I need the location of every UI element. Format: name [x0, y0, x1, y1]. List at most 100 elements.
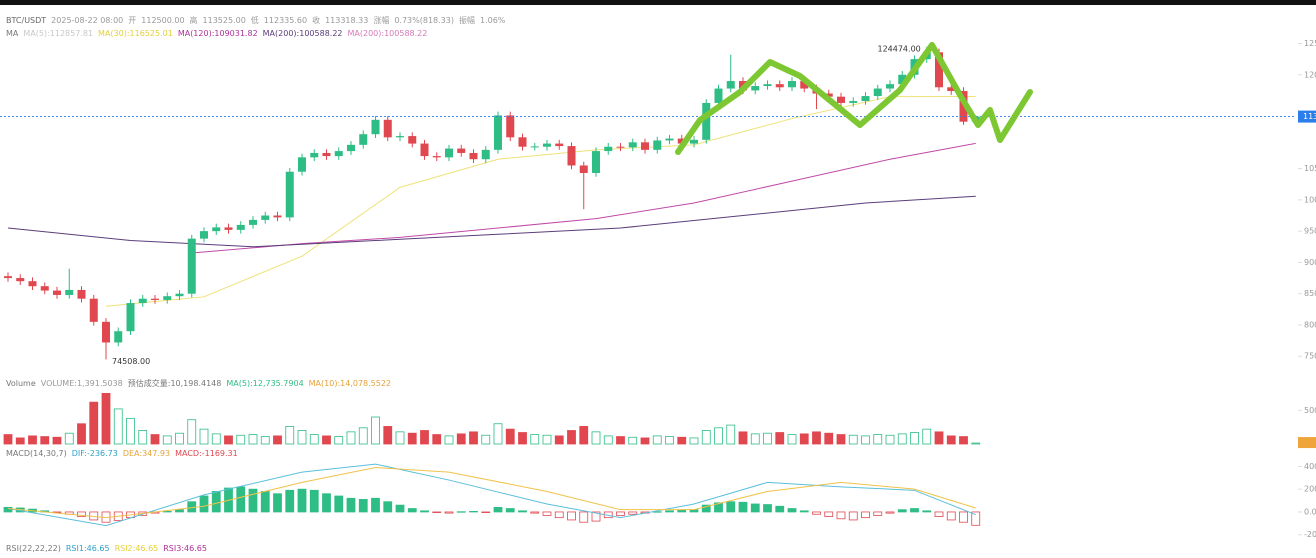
legend-item: 高: [190, 15, 198, 25]
candle-body: [298, 157, 306, 172]
volume-bar: [726, 424, 736, 445]
macd-bar: [3, 507, 13, 513]
volume-bar: [248, 434, 258, 445]
y-tick-label: 105000.00: [1304, 164, 1316, 173]
macd-bar: [714, 502, 723, 513]
macd-bar: [481, 511, 491, 513]
volume-bar: [113, 408, 123, 445]
candle-body: [200, 231, 208, 239]
volume-bar: [934, 431, 944, 445]
volume-bar: [971, 442, 981, 445]
candle-body: [408, 136, 417, 144]
candle-body: [935, 52, 943, 88]
candle-body: [163, 296, 172, 300]
macd-bar: [763, 504, 772, 513]
y-tick-label: -2000.00: [1304, 530, 1316, 539]
candle-body: [837, 96, 845, 103]
volume-bar: [334, 436, 344, 445]
macd-bar: [346, 497, 356, 513]
legend-item: 低: [251, 15, 259, 25]
ma-line: [105, 96, 976, 307]
volume-bar: [861, 435, 870, 445]
legend-item: MA(200):100588.22: [263, 29, 343, 38]
macd-bar: [628, 511, 638, 515]
macd-bar: [309, 489, 319, 513]
macd-bar: [260, 491, 270, 513]
volume-bar: [15, 437, 25, 445]
volume-bar: [603, 435, 613, 445]
candle-body: [310, 152, 319, 158]
macd-bar: [677, 509, 687, 513]
candle-body: [151, 298, 159, 300]
volume-bar: [799, 433, 809, 445]
volume-bar: [101, 392, 111, 445]
volume-bar: [677, 436, 687, 445]
candle-body: [396, 136, 404, 138]
candle-body: [751, 86, 760, 91]
volume-bar: [162, 435, 172, 445]
volume-bar: [885, 434, 895, 445]
dea-line: [7, 467, 976, 519]
legend-item: DIF:-236.73: [72, 449, 118, 458]
volume-bar: [358, 427, 368, 445]
macd-bar: [175, 509, 184, 513]
candle-body: [628, 142, 637, 148]
candle-body: [126, 303, 135, 332]
volume-bar: [946, 435, 956, 445]
macd-bar: [934, 511, 944, 517]
candle-body: [469, 152, 478, 160]
candle-body: [506, 115, 515, 138]
candle-body: [873, 88, 882, 97]
volume-bar: [309, 434, 319, 445]
candle-body: [89, 298, 98, 322]
legend-item: MACD:-1169.31: [175, 449, 238, 458]
volume-bar: [518, 432, 527, 445]
macd-bar: [873, 511, 883, 516]
macd-bar: [199, 495, 209, 513]
candle-body: [359, 134, 368, 145]
legend-item: 113318.33: [325, 16, 368, 25]
volume-bar: [224, 435, 233, 445]
legend-item: Volume: [6, 379, 36, 388]
volume-bar: [52, 436, 62, 445]
candle-body: [543, 143, 551, 147]
macd-bar: [211, 491, 221, 513]
volume-bar: [542, 434, 552, 445]
volume-bar: [346, 431, 356, 445]
macd-bar: [236, 486, 246, 513]
y-tick-label: 90000.00: [1304, 258, 1316, 267]
candle-body: [261, 215, 270, 220]
volume-bar: [714, 427, 723, 445]
macd-bar: [322, 493, 331, 513]
candle-body: [567, 146, 576, 166]
candle-body: [494, 115, 502, 150]
macd-bar: [334, 495, 344, 513]
volume-bar: [187, 419, 197, 445]
candle-body: [763, 84, 772, 87]
macd-bar: [420, 510, 429, 513]
macd-bar: [567, 511, 576, 521]
volume-bar: [138, 430, 148, 445]
volume-bar: [689, 437, 699, 445]
candle-body: [555, 143, 564, 147]
macd-bar: [787, 508, 797, 513]
candle-body: [77, 289, 86, 299]
volume-bar: [456, 433, 466, 445]
macd-bar: [505, 508, 515, 513]
candle-body: [65, 289, 74, 295]
legend-item: 振幅: [459, 15, 475, 25]
candle-body: [616, 146, 625, 148]
candle-body: [53, 290, 61, 295]
volume-bar: [505, 428, 515, 445]
volume-bar: [322, 435, 331, 445]
macd-bar: [910, 508, 919, 513]
legend-item: 收: [312, 15, 320, 25]
volume-tag: [1298, 437, 1316, 449]
volume-bar: [775, 432, 785, 445]
macd-bar: [285, 489, 295, 513]
legend-item: MA(10):14,078.5522: [309, 379, 391, 388]
legend-item: RSI3:46.65: [163, 544, 207, 553]
volume-bar: [554, 435, 564, 445]
volume-bar: [640, 437, 650, 445]
candle-body: [347, 144, 355, 152]
